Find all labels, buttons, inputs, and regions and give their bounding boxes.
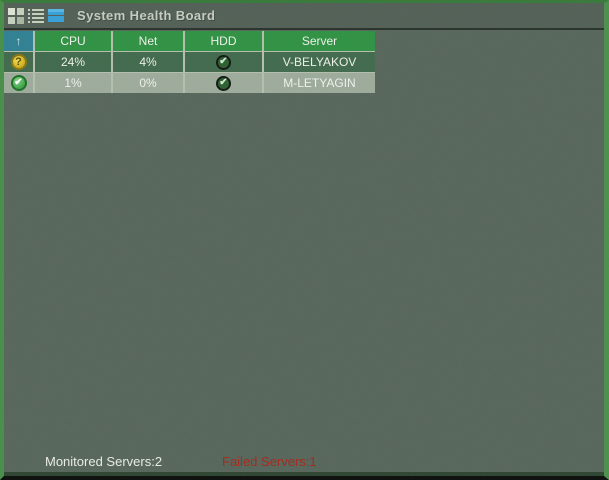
hdd-status-cell: ✔ <box>185 52 262 72</box>
row-status-cell: ? <box>4 52 33 72</box>
net-value: 4% <box>113 52 183 72</box>
server-health-table: ↑ CPU Net HDD Server ? 24% 4% ✔ V-BELYAK… <box>4 31 375 93</box>
page-title: System Health Board <box>77 8 216 23</box>
list-view-icon[interactable] <box>28 8 44 24</box>
net-value: 0% <box>113 73 183 93</box>
question-icon: ? <box>10 54 27 70</box>
hdd-status-cell: ✔ <box>185 73 262 93</box>
check-icon: ✔ <box>216 54 231 70</box>
column-header-cpu[interactable]: CPU <box>35 31 111 51</box>
failed-servers-count: Failed Servers:1 <box>222 454 317 469</box>
status-bar: Monitored Servers:2 Failed Servers:1 <box>4 454 604 470</box>
monitored-servers-count: Monitored Servers:2 <box>45 454 163 469</box>
column-header-hdd[interactable]: HDD <box>185 31 262 51</box>
cpu-value: 1% <box>35 73 111 93</box>
details-view-icon[interactable] <box>48 8 64 24</box>
sort-up-icon: ↑ <box>15 34 22 48</box>
sort-column-header[interactable]: ↑ <box>4 31 33 51</box>
server-name: V-BELYAKOV <box>264 52 375 72</box>
check-icon: ✔ <box>216 75 231 91</box>
row-status-cell: ✔ <box>4 73 33 93</box>
title-bar: System Health Board <box>4 3 604 30</box>
server-name: M-LETYAGIN <box>264 73 375 93</box>
column-header-server[interactable]: Server <box>264 31 375 51</box>
cpu-value: 24% <box>35 52 111 72</box>
grid-view-icon[interactable] <box>8 7 24 24</box>
column-header-net[interactable]: Net <box>113 31 183 51</box>
check-icon: ✔ <box>10 75 27 91</box>
